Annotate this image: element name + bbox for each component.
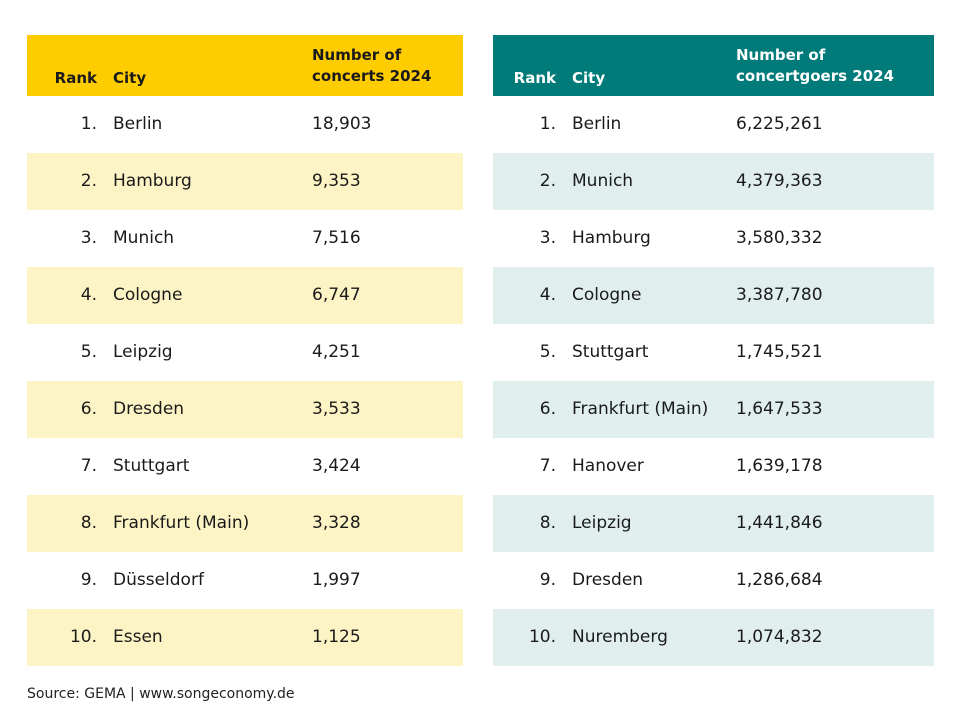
city-cell: Frankfurt (Main) [113, 513, 250, 533]
table-row: 5. Stuttgart 1,745,521 [493, 324, 934, 381]
concertgoers-table: Rank City Number of concertgoers 2024 1.… [493, 35, 934, 666]
city-cell: Munich [113, 228, 175, 248]
city-cell: Stuttgart [572, 342, 649, 362]
table-row: 3. Munich 7,516 [27, 210, 463, 267]
rank-cell: 4. [80, 285, 97, 305]
value-cell: 3,533 [312, 399, 361, 419]
rank-cell: 3. [80, 228, 97, 248]
city-header: City [572, 69, 606, 87]
table-row: 2. Munich 4,379,363 [493, 153, 934, 210]
concerts-header-line-1: Number of [312, 46, 402, 64]
value-cell: 7,516 [312, 228, 361, 248]
city-cell: Essen [113, 627, 163, 647]
table-row: 7. Stuttgart 3,424 [27, 438, 463, 495]
city-header: City [113, 69, 147, 87]
value-cell: 4,251 [312, 342, 361, 362]
rank-cell: 2. [80, 171, 97, 191]
city-cell: Leipzig [572, 513, 632, 533]
city-cell: Dresden [572, 570, 644, 590]
table-row: 4. Cologne 6,747 [27, 267, 463, 324]
city-cell: Berlin [572, 114, 622, 134]
concertgoers-header-line-2: concertgoers 2024 [736, 67, 895, 85]
table-row: 8. Leipzig 1,441,846 [493, 495, 934, 552]
table-row: 1. Berlin 18,903 [27, 96, 463, 153]
concertgoers-header-line-1: Number of [736, 46, 826, 64]
table-row: 4. Cologne 3,387,780 [493, 267, 934, 324]
concertgoers-header: Number of concertgoers 2024 [736, 45, 894, 87]
city-cell: Berlin [113, 114, 163, 134]
rank-cell: 8. [539, 513, 556, 533]
concertgoers-table-header: Rank City Number of concertgoers 2024 [493, 35, 934, 96]
concertgoers-table-body: 1. Berlin 6,225,261 2. Munich 4,379,363 3. Hamb… [493, 96, 934, 666]
value-cell: 1,647,533 [736, 399, 823, 419]
value-cell: 4,379,363 [736, 171, 823, 191]
rank-cell: 4. [539, 285, 556, 305]
rank-cell: 1. [539, 114, 556, 134]
rank-cell: 6. [80, 399, 97, 419]
concerts-table: Rank City Number of concerts 2024 1. Berl… [27, 35, 463, 666]
value-cell: 1,997 [312, 570, 361, 590]
value-cell: 1,286,684 [736, 570, 823, 590]
table-row: 7. Hanover 1,639,178 [493, 438, 934, 495]
value-cell: 3,387,780 [736, 285, 823, 305]
city-cell: Hamburg [572, 228, 651, 248]
value-cell: 1,745,521 [736, 342, 823, 362]
city-cell: Frankfurt (Main) [572, 399, 709, 419]
city-cell: Cologne [113, 285, 183, 305]
rank-header: Rank [513, 69, 556, 87]
city-cell: Hamburg [113, 171, 192, 191]
value-cell: 1,441,846 [736, 513, 823, 533]
city-cell: Nuremberg [572, 627, 668, 647]
value-cell: 1,639,178 [736, 456, 823, 476]
city-cell: Düsseldorf [113, 570, 204, 590]
value-cell: 3,580,332 [736, 228, 823, 248]
rank-cell: 10. [528, 627, 556, 647]
rank-cell: 5. [80, 342, 97, 362]
rank-cell: 8. [80, 513, 97, 533]
concerts-table-body: 1. Berlin 18,903 2. Hamburg 9,353 3. Munich 7,51… [27, 96, 463, 666]
rank-header: Rank [54, 69, 97, 87]
concerts-table-header: Rank City Number of concerts 2024 [27, 35, 463, 96]
city-cell: Stuttgart [113, 456, 190, 476]
rank-cell: 9. [80, 570, 97, 590]
table-row: 10. Nuremberg 1,074,832 [493, 609, 934, 666]
concerts-header: Number of concerts 2024 [312, 45, 431, 87]
concerts-header-line-2: concerts 2024 [312, 67, 432, 85]
value-cell: 6,225,261 [736, 114, 823, 134]
table-row: 9. Düsseldorf 1,997 [27, 552, 463, 609]
rank-cell: 1. [80, 114, 97, 134]
table-row: 3. Hamburg 3,580,332 [493, 210, 934, 267]
table-row: 6. Frankfurt (Main) 1,647,533 [493, 381, 934, 438]
rank-cell: 3. [539, 228, 556, 248]
city-cell: Dresden [113, 399, 185, 419]
table-row: 5. Leipzig 4,251 [27, 324, 463, 381]
value-cell: 3,424 [312, 456, 361, 476]
table-row: 6. Dresden 3,533 [27, 381, 463, 438]
table-row: 1. Berlin 6,225,261 [493, 96, 934, 153]
table-row: 8. Frankfurt (Main) 3,328 [27, 495, 463, 552]
table-row: 9. Dresden 1,286,684 [493, 552, 934, 609]
value-cell: 1,074,832 [736, 627, 823, 647]
value-cell: 3,328 [312, 513, 361, 533]
value-cell: 1,125 [312, 627, 361, 647]
value-cell: 9,353 [312, 171, 361, 191]
rank-cell: 10. [69, 627, 97, 647]
city-cell: Munich [572, 171, 634, 191]
city-cell: Cologne [572, 285, 642, 305]
table-row: 2. Hamburg 9,353 [27, 153, 463, 210]
rank-cell: 2. [539, 171, 556, 191]
city-cell: Leipzig [113, 342, 173, 362]
table-row: 10. Essen 1,125 [27, 609, 463, 666]
value-cell: 18,903 [312, 114, 372, 134]
rank-cell: 9. [539, 570, 556, 590]
rank-cell: 6. [539, 399, 556, 419]
rank-cell: 7. [539, 456, 556, 476]
rank-cell: 7. [80, 456, 97, 476]
city-cell: Hanover [572, 456, 644, 476]
value-cell: 6,747 [312, 285, 361, 305]
source-note: Source: GEMA | www.songeconomy.de [27, 686, 295, 702]
rank-cell: 5. [539, 342, 556, 362]
